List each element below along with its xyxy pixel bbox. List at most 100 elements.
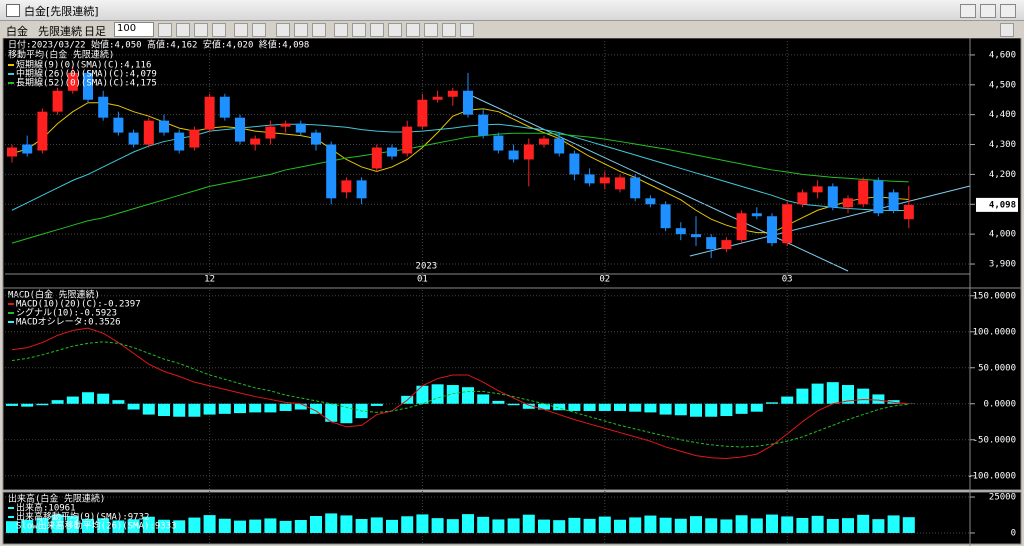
volume-bar	[598, 516, 611, 533]
volume-bar	[522, 514, 535, 533]
tool-button[interactable]	[352, 23, 366, 37]
volume-bar	[766, 514, 778, 533]
toolbar: 白金 先限連続 日足 100	[0, 21, 1024, 38]
tool-button[interactable]	[294, 23, 308, 37]
tool-button[interactable]	[334, 23, 348, 37]
volume-legend-entry: 出来高移動平均(9)(SMA):9732	[16, 511, 149, 523]
ma-legend-entry: 短期線(9)(0)(SMA)(C):4,116	[16, 59, 151, 71]
title-bar: 白金[先限連続]	[0, 0, 1024, 21]
oscillator-bar	[857, 388, 870, 404]
volume-bar	[462, 514, 474, 533]
oscillator-bar	[173, 403, 186, 417]
volume-bar	[690, 516, 702, 533]
volume-bar	[583, 518, 596, 533]
candle-body	[417, 99, 428, 127]
bars-input[interactable]: 100	[114, 22, 154, 37]
oscillator-bar	[674, 403, 687, 416]
oscillator-bar	[796, 388, 809, 404]
tool-button[interactable]	[406, 23, 420, 37]
candle-body	[311, 132, 321, 145]
oscillator-bar	[112, 400, 125, 404]
period-select[interactable]: 日足	[84, 25, 106, 38]
volume-bar	[112, 520, 125, 533]
candle-body	[523, 144, 534, 160]
oscillator-bar	[66, 396, 79, 404]
candle-body	[827, 186, 838, 208]
oscillator-bar	[568, 403, 581, 411]
oscillator-bar	[294, 403, 307, 410]
minimize-button[interactable]	[960, 4, 976, 18]
candle-body	[630, 177, 641, 199]
candle-body	[371, 147, 382, 169]
candle-body	[113, 117, 124, 133]
tool-button[interactable]	[252, 23, 266, 37]
y-tick-label: 3,900	[989, 260, 1016, 270]
oscillator-bar	[203, 403, 216, 415]
macd-legend-title: MACD(白金 先限連続)	[8, 289, 100, 301]
candle-body	[356, 180, 367, 199]
candle-body	[615, 177, 625, 190]
oscillator-bar	[826, 382, 839, 404]
y-tick-label: 4,000	[989, 230, 1016, 240]
x-tick-label: 01	[417, 275, 428, 285]
volume-bar	[325, 513, 338, 533]
candle-body	[767, 216, 777, 244]
candle-body	[493, 135, 504, 151]
tool-button[interactable]	[212, 23, 226, 37]
volume-bar	[446, 519, 459, 533]
tool-button[interactable]	[158, 23, 172, 37]
y-tick-label: 100.0000	[973, 327, 1016, 337]
oscillator-bar	[750, 403, 763, 412]
oscillator-bar	[431, 384, 444, 404]
close-button[interactable]	[1000, 4, 1016, 18]
candle-body	[265, 126, 276, 139]
contract-select[interactable]: 先限連続	[38, 25, 82, 38]
tool-button[interactable]	[194, 23, 208, 37]
oscillator-bar	[522, 403, 535, 409]
candle-body	[554, 138, 565, 154]
candle-body	[751, 213, 762, 217]
y-tick-label: -100.0000	[967, 471, 1016, 481]
oscillator-bar	[158, 403, 170, 416]
tool-button[interactable]	[388, 23, 402, 37]
candle-body	[508, 150, 519, 160]
candle-body	[98, 96, 109, 118]
volume-bar	[796, 518, 809, 533]
macd-legend-entry: MACDオシレータ:0.3526	[16, 317, 121, 328]
y-tick-label: 0	[1011, 528, 1016, 538]
tool-button[interactable]	[312, 23, 326, 37]
oscillator-bar	[629, 403, 642, 412]
candle-body	[812, 186, 823, 193]
volume-bar	[568, 517, 581, 533]
trend-line	[689, 185, 971, 257]
tool-button[interactable]	[234, 23, 248, 37]
volume-bar	[720, 519, 733, 533]
tool-button[interactable]	[460, 23, 474, 37]
candle-body	[463, 90, 473, 115]
volume-bar	[644, 515, 657, 533]
candle-body	[174, 132, 185, 151]
search-button[interactable]	[1000, 23, 1014, 37]
symbol-select[interactable]: 白金	[6, 25, 28, 38]
price-panel	[2, 38, 1022, 289]
tool-button[interactable]	[276, 23, 290, 37]
y-tick-label: 4,500	[989, 80, 1016, 90]
volume-bar	[386, 519, 398, 533]
volume-bar	[887, 515, 900, 533]
oscillator-bar	[234, 403, 246, 414]
volume-legend-entry: Slow出来高移動平均(26)(SMA):9333	[16, 520, 177, 532]
candle-body	[235, 117, 245, 142]
tool-button[interactable]	[370, 23, 384, 37]
window-title: 白金[先限連続]	[24, 5, 99, 18]
volume-bar	[416, 514, 429, 533]
oscillator-bar	[249, 403, 262, 413]
tool-button[interactable]	[424, 23, 438, 37]
candle-body	[706, 237, 717, 250]
tool-button[interactable]	[442, 23, 456, 37]
maximize-button[interactable]	[980, 4, 996, 18]
y-tick-label: 4,600	[989, 50, 1016, 60]
candle-body	[888, 192, 899, 211]
tool-button[interactable]	[176, 23, 190, 37]
volume-bar	[842, 518, 854, 533]
